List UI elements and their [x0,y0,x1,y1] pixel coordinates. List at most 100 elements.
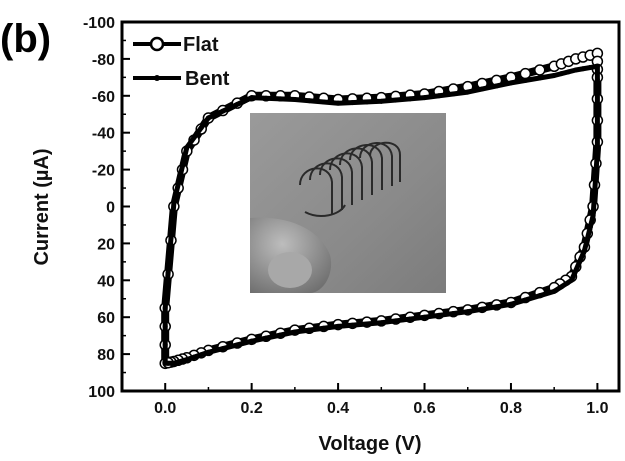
data-point-bent [349,322,355,328]
data-point-bent [407,316,413,322]
data-point-bent [335,323,341,329]
data-point-bent [263,95,269,101]
x-tick-label: 0.4 [327,400,349,417]
data-point-bent [191,354,197,360]
data-point-bent [277,96,283,102]
data-point-bent [573,267,579,273]
data-point-bent [558,71,564,77]
y-tick-label: 0 [106,200,115,217]
legend-item-flat: Flat [133,34,219,56]
series-layer [159,47,604,370]
y-tick-label: 20 [97,236,115,253]
y-tick-label: -60 [92,89,115,106]
data-point-bent [171,200,177,206]
data-point-bent [479,306,485,312]
data-point-bent [249,338,255,344]
y-tick-label: -100 [83,15,115,32]
data-point-bent [263,335,269,341]
y-tick-label: -40 [92,126,115,143]
data-point-bent [594,70,600,76]
data-point-bent [364,321,370,327]
inset-photo-coil [299,141,401,217]
data-point-bent [378,320,384,326]
data-point-bent [168,235,174,241]
data-point-bent [162,323,168,329]
data-point-bent [393,97,399,103]
data-point-bent [450,91,456,97]
series-markers-bent [162,63,600,366]
y-tick-label: -20 [92,163,115,180]
x-tick-label: 0.6 [413,400,435,417]
data-point-bent [594,148,600,154]
legend: Flat Bent [133,34,230,90]
data-point-flat [534,64,546,76]
data-point-bent [537,293,543,299]
data-point-bent [522,77,528,83]
inset-photo-fingertip [268,252,312,288]
data-point-bent [494,304,500,310]
data-point-bent [175,359,181,365]
data-point-bent [494,83,500,89]
data-point-bent [594,127,600,133]
y-tick-label: 100 [88,384,115,401]
data-point-bent [592,191,598,197]
data-point-bent [234,342,240,348]
legend-label-bent: Bent [185,68,230,90]
data-point-bent [522,297,528,303]
data-point-bent [557,285,563,291]
data-point-bent [566,69,572,75]
data-point-bent [321,99,327,105]
data-point-bent [568,277,574,283]
data-point-bent [450,311,456,317]
data-point-bent [593,170,599,176]
data-point-bent [321,325,327,331]
data-point-bent [436,312,442,318]
legend-item-bent: Bent [133,68,230,90]
data-point-bent [249,95,255,101]
data-point-bent [594,105,600,111]
y-tick-label: -80 [92,52,115,69]
x-tick-label: 0.0 [154,400,176,417]
data-point-bent [551,288,557,294]
data-point-bent [594,84,600,90]
data-point-bent [587,65,593,71]
data-point-bent [184,357,190,363]
data-point-bent [191,135,197,141]
data-point-bent [422,314,428,320]
data-point-bent [563,281,569,287]
data-point-bent [162,305,168,311]
y-tick-label: 80 [97,347,115,364]
data-point-bent [364,99,370,105]
data-point-bent [205,115,211,121]
data-point-bent [584,236,590,242]
data-point-bent [292,96,298,102]
data-point-bent [581,248,587,254]
data-point-bent [479,86,485,92]
data-point-bent [349,100,355,106]
data-point-bent [205,349,211,355]
data-point-bent [407,96,413,102]
data-point-bent [577,258,583,264]
data-point-bent [234,101,240,107]
data-point-bent [184,144,190,150]
data-point-bent [292,329,298,335]
legend-marker-flat [149,36,165,52]
data-point-bent [220,346,226,352]
data-point-bent [587,224,593,230]
data-point-bent [594,77,600,83]
data-point-bent [594,63,600,69]
data-point-bent [393,318,399,324]
data-point-bent [508,80,514,86]
data-point-bent [162,342,168,348]
data-point-bent [198,125,204,131]
data-point-bent [573,67,579,73]
data-point-bent [422,95,428,101]
data-point-bent [378,98,384,104]
legend-marker-bent [154,75,160,81]
y-ticks: -100 -80 -60 -40 -20 0 20 40 60 80 100 [83,15,130,401]
data-point-bent [580,66,586,72]
data-point-bent [508,301,514,307]
data-point-bent [590,213,596,219]
series-line-bent [162,63,600,366]
